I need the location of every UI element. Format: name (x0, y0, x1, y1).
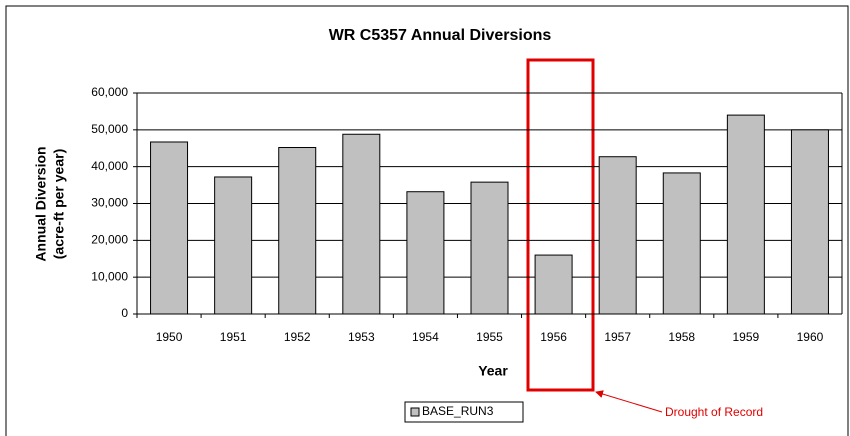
bar (470, 181, 509, 315)
bar (406, 191, 445, 315)
y-axis-label: (acre-ft per year) (51, 149, 67, 260)
y-tick-label: 50,000 (91, 122, 128, 136)
x-tick-label: 1957 (604, 330, 631, 344)
legend (404, 401, 524, 423)
x-tick-label: 1959 (733, 330, 760, 344)
y-tick-label: 0 (121, 306, 128, 320)
bar (150, 141, 189, 315)
y-tick-label: 40,000 (91, 159, 128, 173)
bar (278, 147, 317, 315)
bar (534, 254, 573, 315)
y-tick-label: 30,000 (91, 196, 128, 210)
x-tick-label: 1955 (476, 330, 503, 344)
annotation: Drought of Record (665, 405, 763, 419)
x-tick-label: 1951 (220, 330, 247, 344)
x-axis-label: Year (478, 363, 508, 379)
highlight-box (526, 58, 595, 392)
x-tick-label: 1950 (156, 330, 183, 344)
y-tick-label: 20,000 (91, 233, 128, 247)
legend-label: BASE_RUN3 (422, 404, 494, 418)
x-tick-label: 1960 (797, 330, 824, 344)
bar (214, 176, 253, 315)
bar (790, 129, 829, 315)
x-tick-label: 1956 (540, 330, 567, 344)
y-axis-label: Annual Diversion (33, 146, 49, 261)
bar (598, 156, 637, 315)
x-tick-label: 1958 (668, 330, 695, 344)
bar (662, 172, 701, 315)
y-tick-label: 10,000 (91, 269, 128, 283)
x-tick-label: 1954 (412, 330, 439, 344)
x-tick-label: 1953 (348, 330, 375, 344)
legend-swatch (410, 407, 420, 417)
x-tick-label: 1952 (284, 330, 311, 344)
annotation-arrow (595, 390, 663, 413)
y-tick-label: 60,000 (91, 85, 128, 99)
bar (342, 133, 381, 315)
chart-title: WR C5357 Annual Diversions (329, 27, 552, 44)
bar (726, 114, 765, 315)
chart-border (5, 5, 849, 436)
